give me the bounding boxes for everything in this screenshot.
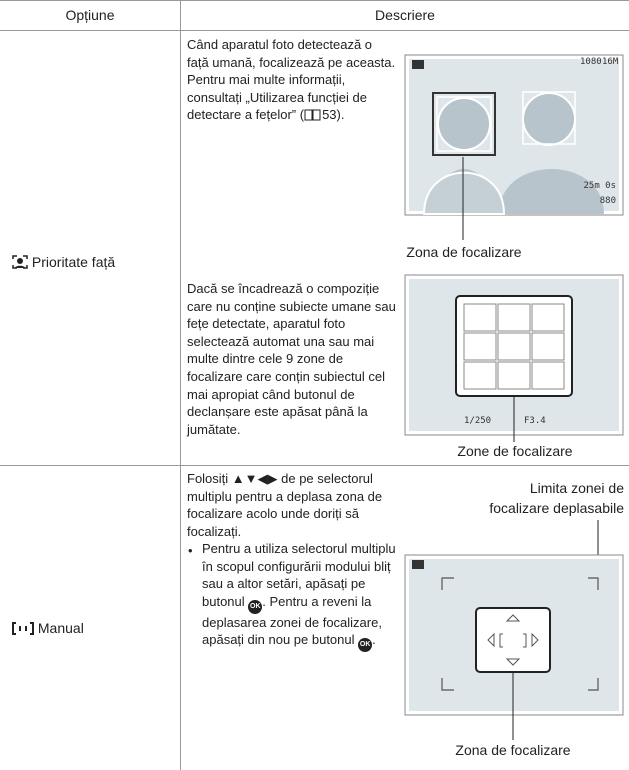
ok-icon: OK [248,599,263,614]
option-label: Manual [37,620,84,636]
screen-text: 1080 [580,57,602,67]
paragraph: Folosiți ▲▼◀▶ de pe selectorul multiplu … [187,471,383,539]
paragraph: Când aparatul foto detectează o față uma… [187,36,397,124]
caption: Zona de focalizare [455,742,571,758]
text: Pentru a utiliza selectorul multiplu în … [202,541,396,609]
screen-text: 1/250 [464,416,491,426]
manual-icon [12,622,34,635]
ok-icon: OK [358,638,373,653]
bullet-dot: • [188,543,193,558]
option-manual: Manual [12,620,84,636]
screen-text: 880 [600,196,616,206]
screen-text: 25m 0s [583,181,616,191]
option-label: Prioritate față [31,254,116,270]
book-icon [304,109,321,121]
text: ). [336,107,345,123]
limit-label: Limita zonei de focalizare deplasabile [489,480,624,516]
rule [0,0,629,1]
caption: Zona de focalizare [406,244,522,260]
page-ref: 53 [322,107,337,123]
rule [0,465,629,466]
screen-face: 1080 16M 25m 0s 880 [404,54,624,240]
header-option: Opțiune [65,7,115,23]
text: Când aparatul foto detectează o față uma… [187,37,396,123]
face-icon [12,255,28,269]
text: . Pentru a reveni la deplasarea zonei de… [202,593,382,648]
screen-manual [404,520,624,740]
text: . [372,632,376,648]
screen-text: 16M [602,57,619,67]
caption: Zone de focalizare [457,443,573,459]
paragraph: Dacă se încadrează o compoziție care nu … [187,281,396,437]
screen-text: F3.4 [524,416,546,426]
column-rule [180,0,181,770]
rule [0,30,629,31]
bullet: Pentru a utiliza selectorul multiplu în … [202,540,398,653]
header-description: Descriere [375,7,435,23]
option-face: Prioritate față [12,254,115,270]
screen-grid: 1/250 F3.4 [404,274,624,442]
